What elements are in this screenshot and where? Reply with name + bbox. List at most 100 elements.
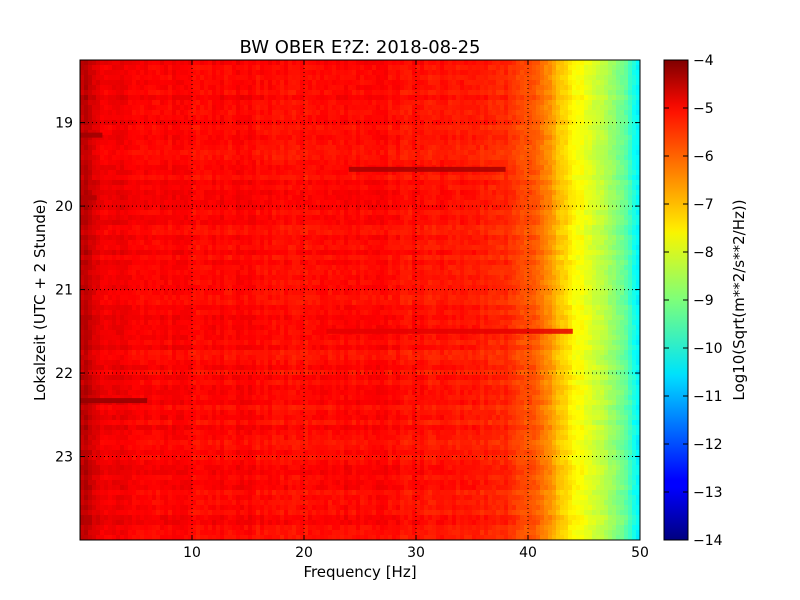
heatmap-cell [328, 115, 333, 121]
heatmap-cell [596, 160, 601, 166]
heatmap-cell [364, 95, 369, 101]
heatmap-cell [488, 135, 493, 141]
heatmap-cell [216, 65, 221, 71]
heatmap-cell [384, 140, 389, 146]
heatmap-cell [300, 145, 305, 151]
heatmap-cell [608, 200, 613, 206]
heatmap-cell [152, 235, 157, 241]
heatmap-cell [504, 130, 509, 136]
heatmap-cell [504, 190, 509, 196]
heatmap-cell [304, 195, 309, 201]
heatmap-cell [232, 60, 237, 66]
heatmap-cell [164, 145, 169, 151]
heatmap-cell [296, 220, 301, 226]
heatmap-cell [620, 215, 625, 221]
heatmap-cell [340, 205, 345, 211]
heatmap-cell [228, 75, 233, 81]
heatmap-cell [124, 200, 129, 206]
heatmap-cell [280, 180, 285, 186]
heatmap-cell [128, 230, 133, 236]
heatmap-cell [124, 155, 129, 161]
heatmap-cell [416, 225, 421, 231]
heatmap-cell [88, 100, 93, 106]
heatmap-cell [352, 155, 357, 161]
heatmap-cell [344, 185, 349, 191]
heatmap-cell [620, 175, 625, 181]
heatmap-cell [140, 215, 145, 221]
heatmap-cell [176, 100, 181, 106]
heatmap-cell [472, 145, 477, 151]
heatmap-cell [188, 125, 193, 131]
heatmap-cell [152, 215, 157, 221]
heatmap-cell [384, 150, 389, 156]
heatmap-cell [272, 190, 277, 196]
heatmap-cell [260, 75, 265, 81]
heatmap-cell [380, 185, 385, 191]
heatmap-cell [304, 190, 309, 196]
heatmap-cell [200, 210, 205, 216]
heatmap-cell [344, 160, 349, 166]
heatmap-cell [528, 185, 533, 191]
heatmap-cell [236, 90, 241, 96]
heatmap-cell [596, 185, 601, 191]
heatmap-cell [252, 200, 257, 206]
heatmap-cell [244, 175, 249, 181]
heatmap-cell [312, 185, 317, 191]
heatmap-cell [532, 155, 537, 161]
heatmap-cell [492, 185, 497, 191]
heatmap-cell [152, 75, 157, 81]
heatmap-cell [160, 210, 165, 216]
heatmap-cell [380, 230, 385, 236]
heatmap-cell [496, 225, 501, 231]
heatmap-cell [428, 130, 433, 136]
heatmap-cell [416, 200, 421, 206]
heatmap-cell [376, 60, 381, 66]
heatmap-cell [496, 90, 501, 96]
heatmap-cell [116, 85, 121, 91]
heatmap-cell [136, 150, 141, 156]
heatmap-cell [536, 165, 541, 171]
heatmap-cell [128, 140, 133, 146]
heatmap-cell [552, 125, 557, 131]
heatmap-cell [132, 145, 137, 151]
heatmap-cell [500, 110, 505, 116]
heatmap-cell [172, 225, 177, 231]
heatmap-cell [552, 95, 557, 101]
heatmap-cell [412, 145, 417, 151]
heatmap-cell [400, 70, 405, 76]
heatmap-cell [184, 135, 189, 141]
heatmap-cell [604, 210, 609, 216]
heatmap-cell [256, 210, 261, 216]
heatmap-cell [344, 175, 349, 181]
heatmap-cell [408, 160, 413, 166]
heatmap-cell [328, 195, 333, 201]
heatmap-cell [312, 155, 317, 161]
heatmap-cell [316, 175, 321, 181]
heatmap-cell [608, 100, 613, 106]
heatmap-cell [456, 210, 461, 216]
heatmap-cell [292, 180, 297, 186]
heatmap-cell [324, 85, 329, 91]
heatmap-cell [152, 80, 157, 86]
heatmap-cell [532, 120, 537, 126]
heatmap-cell [560, 145, 565, 151]
heatmap-cell [244, 235, 249, 241]
heatmap-cell [168, 60, 173, 66]
heatmap-cell [148, 110, 153, 116]
heatmap-cell [288, 110, 293, 116]
heatmap-cell [528, 195, 533, 201]
heatmap-cell [480, 145, 485, 151]
heatmap-cell [148, 185, 153, 191]
heatmap-cell [536, 90, 541, 96]
heatmap-cell [136, 210, 141, 216]
heatmap-cell [552, 160, 557, 166]
heatmap-cell [556, 120, 561, 126]
heatmap-cell [156, 120, 161, 126]
heatmap-cell [148, 200, 153, 206]
heatmap-cell [392, 220, 397, 226]
heatmap-cell [608, 180, 613, 186]
heatmap-cell [396, 90, 401, 96]
heatmap-cell [136, 100, 141, 106]
heatmap-cell [540, 70, 545, 76]
heatmap-cell [188, 225, 193, 231]
